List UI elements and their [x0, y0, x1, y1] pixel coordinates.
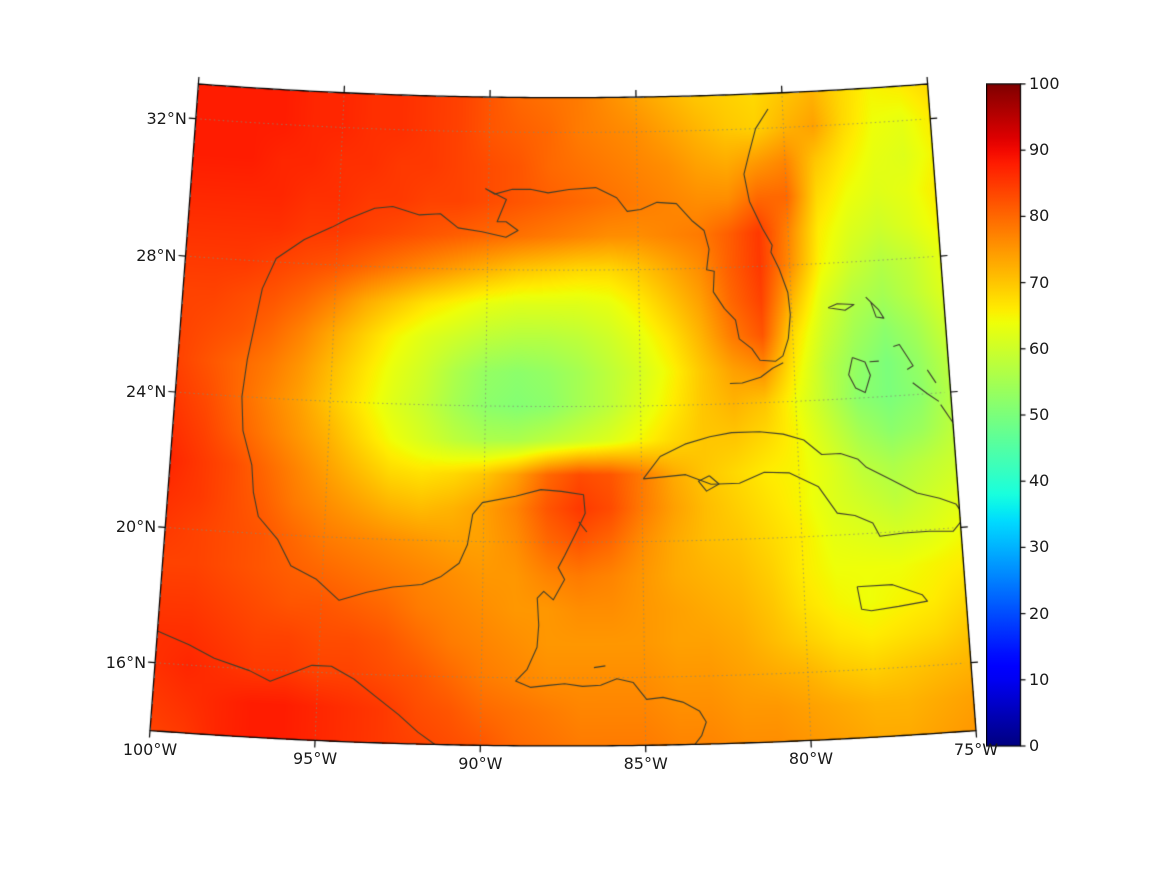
colorbar-tick-label: 20 — [1029, 603, 1050, 623]
lon-tick-label: 75°W — [953, 739, 999, 759]
colorbar — [986, 83, 1046, 751]
colorbar-tick-label: 90 — [1029, 140, 1050, 160]
lat-tick-label: 16°N — [105, 652, 147, 672]
colorbar-tick-label: 40 — [1029, 471, 1050, 491]
lat-tick-label: 20°N — [115, 517, 157, 537]
colorbar-tick-label: 30 — [1029, 537, 1050, 557]
colorbar-tick-label: 80 — [1029, 206, 1050, 226]
lon-tick-label: 100°W — [122, 739, 178, 759]
lon-tick-label: 95°W — [292, 749, 338, 769]
lon-tick-label: 85°W — [623, 754, 668, 774]
lat-tick-label: 32°N — [146, 108, 187, 128]
lat-tick-label: 24°N — [126, 382, 167, 402]
colorbar-tick-label: 0 — [1029, 736, 1040, 756]
colorbar-tick-label: 100 — [1029, 74, 1060, 94]
colorbar-tick-label: 10 — [1029, 670, 1050, 689]
colorbar-tick-label: 60 — [1029, 339, 1050, 358]
colorbar-tick-label: 50 — [1029, 405, 1050, 425]
lon-tick-label: 90°W — [458, 754, 503, 774]
colorbar-tick-label: 70 — [1029, 272, 1050, 292]
lat-tick-label: 28°N — [136, 246, 177, 266]
lon-tick-label: 80°W — [788, 749, 834, 769]
